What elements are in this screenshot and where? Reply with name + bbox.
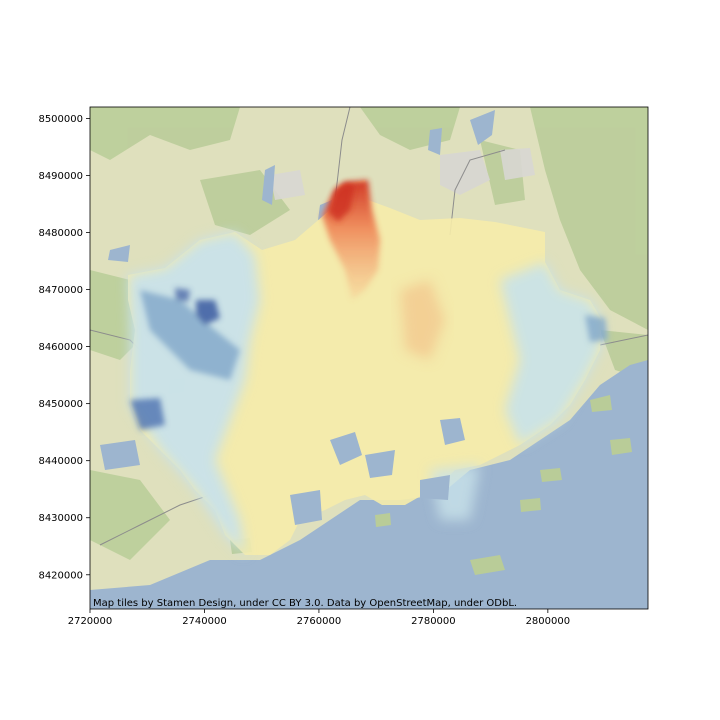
warm-regions	[400, 280, 445, 360]
urban-areas	[270, 148, 535, 200]
x-tick-label: 2740000	[182, 616, 227, 627]
y-tick-label: 8440000	[38, 456, 83, 467]
y-tick-label: 8450000	[38, 399, 83, 410]
y-tick-label: 8420000	[38, 570, 83, 581]
y-tick-label: 8500000	[38, 114, 83, 125]
y-tick-label: 8470000	[38, 285, 83, 296]
y-tick-label: 8480000	[38, 228, 83, 239]
y-tick-label: 8430000	[38, 513, 83, 524]
map-attribution: Map tiles by Stamen Design, under CC BY …	[93, 598, 517, 609]
y-tick-label: 8490000	[38, 171, 83, 182]
x-tick-label: 2780000	[411, 616, 456, 627]
hot-core	[328, 183, 355, 222]
x-tick-label: 2720000	[68, 616, 113, 627]
y-tick-label: 8460000	[38, 342, 83, 353]
x-axis-ticks: 2720000 2740000 2760000 2780000 2800000	[68, 609, 570, 627]
coastal-water-cutouts	[290, 418, 465, 525]
y-axis-ticks: 8420000 8430000 8440000 8450000 8460000 84700…	[38, 114, 90, 581]
axes-frame	[89, 106, 649, 610]
map-axes: Map tiles by Stamen Design, under CC BY …	[90, 107, 648, 609]
x-tick-label: 2800000	[526, 616, 571, 627]
x-tick-label: 2760000	[297, 616, 342, 627]
cold-regions	[130, 288, 608, 430]
choropleth-layer	[128, 180, 608, 555]
forest-areas	[90, 107, 648, 560]
sea	[90, 360, 648, 609]
islands	[230, 395, 632, 575]
